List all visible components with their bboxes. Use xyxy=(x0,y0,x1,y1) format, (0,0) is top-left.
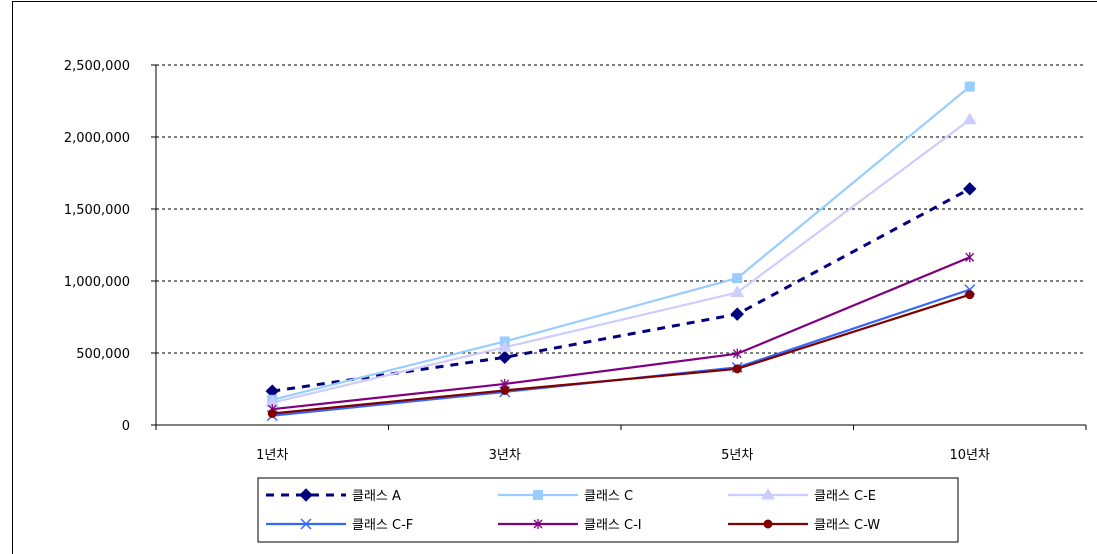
data-point-triangle xyxy=(497,340,512,352)
x-tick-label: 1년차 xyxy=(256,448,288,463)
legend-label: 클래스 A xyxy=(352,489,401,504)
data-point-dot xyxy=(500,385,510,395)
chart-frame xyxy=(12,1,1097,554)
data-point-triangle xyxy=(761,488,775,500)
data-point-x xyxy=(300,518,312,530)
y-tick-label: 2,000,000 xyxy=(64,131,130,146)
y-tick-label: 2,500,000 xyxy=(64,59,130,74)
data-point-star xyxy=(965,252,975,263)
data-point-dot xyxy=(763,519,773,529)
legend-label: 클래스 C-W xyxy=(814,518,880,533)
series-line-1 xyxy=(271,85,971,401)
data-point-diamond xyxy=(730,307,744,321)
series-line-4 xyxy=(272,256,971,411)
data-point-triangle xyxy=(730,285,745,298)
series-line-2 xyxy=(271,118,971,404)
legend-label: 클래스 C-I xyxy=(584,518,642,533)
legend-label: 클래스 C-E xyxy=(814,489,876,504)
data-point-diamond xyxy=(299,488,313,502)
data-point-diamond xyxy=(498,350,512,365)
legend-label: 클래스 C xyxy=(584,489,633,504)
y-tick-label: 1,500,000 xyxy=(64,203,130,218)
data-point-star xyxy=(732,348,742,359)
series-line-5 xyxy=(272,293,971,415)
legend-box xyxy=(257,477,959,543)
data-point-dot xyxy=(732,364,742,374)
x-tick-label: 3년차 xyxy=(489,448,521,463)
data-point-triangle xyxy=(962,112,977,125)
x-tick-label: 5년차 xyxy=(721,448,753,463)
x-tick-label: 10년차 xyxy=(950,448,991,463)
data-point-square xyxy=(964,81,975,92)
data-point-dot xyxy=(267,408,277,418)
data-point-square xyxy=(533,490,543,500)
legend-label: 클래스 C-F xyxy=(352,518,413,533)
y-tick-label: 0 xyxy=(122,419,130,434)
y-tick-label: 1,000,000 xyxy=(64,275,130,290)
data-point-diamond xyxy=(963,182,977,196)
series-line-0 xyxy=(272,187,971,393)
data-point-star xyxy=(533,519,543,529)
data-point-square xyxy=(732,273,743,284)
data-point-dot xyxy=(965,290,975,300)
y-tick-label: 500,000 xyxy=(76,347,130,362)
